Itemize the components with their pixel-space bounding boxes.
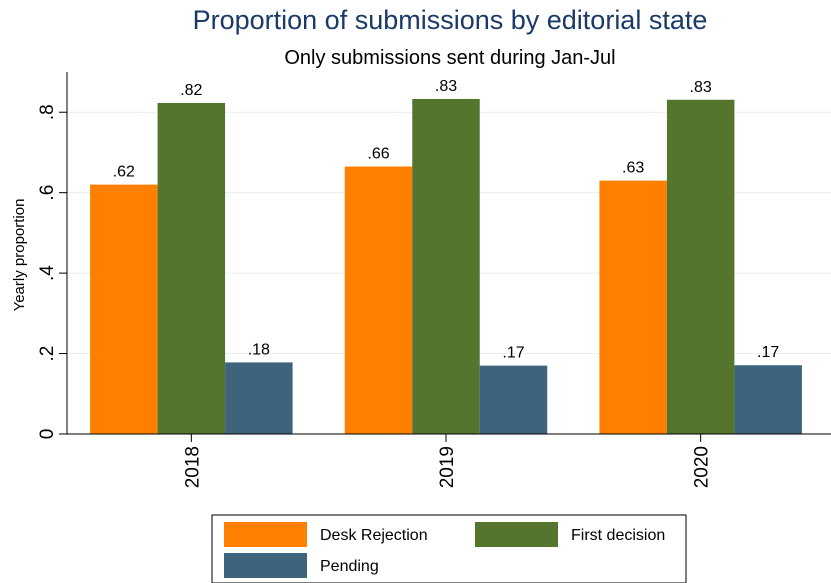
legend-label: Pending: [320, 558, 379, 575]
y-tick-label: .4: [37, 265, 58, 281]
bar-value-label: .17: [502, 345, 524, 362]
bar: [666, 99, 735, 435]
bar-value-label: .17: [757, 344, 779, 361]
legend-swatch: [224, 553, 307, 578]
y-axis-label: Yearly proportion: [11, 199, 28, 312]
chart-subtitle: Only submissions sent during Jan-Jul: [284, 47, 615, 69]
bar-value-label: .62: [113, 164, 135, 181]
y-tick-label: .6: [37, 185, 58, 201]
x-tick-label: 2018: [182, 446, 203, 488]
bar-value-label: .83: [435, 78, 457, 95]
bar: [412, 98, 480, 435]
y-tick-label: .2: [37, 346, 58, 362]
bar: [599, 180, 667, 434]
bar: [734, 365, 802, 434]
legend-swatch: [224, 522, 307, 547]
legend-label: Desk Rejection: [320, 527, 428, 544]
bar: [225, 362, 293, 434]
bar-value-label: .18: [248, 341, 270, 358]
legend-label: First decision: [571, 527, 665, 544]
y-tick-label: .8: [37, 104, 58, 120]
x-tick-label: 2019: [437, 446, 458, 488]
bar: [90, 184, 158, 434]
bars-group: .62 .82 .18 .66 .83 .17 .63 .83 .17: [90, 78, 802, 435]
bar-value-label: .63: [622, 160, 644, 177]
bar-value-label: .83: [690, 79, 712, 96]
bar: [479, 365, 548, 434]
legend-swatch: [475, 522, 558, 547]
bar-value-label: .66: [367, 146, 389, 163]
y-tick-label: 0: [37, 429, 58, 440]
axes: 0 .2 .4 .6 .8 2018 2019 2020: [37, 72, 831, 488]
chart-title: Proportion of submissions by editorial s…: [193, 5, 708, 35]
legend: Desk Rejection First decision Pending: [211, 514, 687, 583]
x-tick-label: 2020: [692, 446, 713, 488]
bar-value-label: .82: [180, 82, 202, 99]
bar: [344, 166, 413, 434]
bar: [157, 102, 226, 435]
